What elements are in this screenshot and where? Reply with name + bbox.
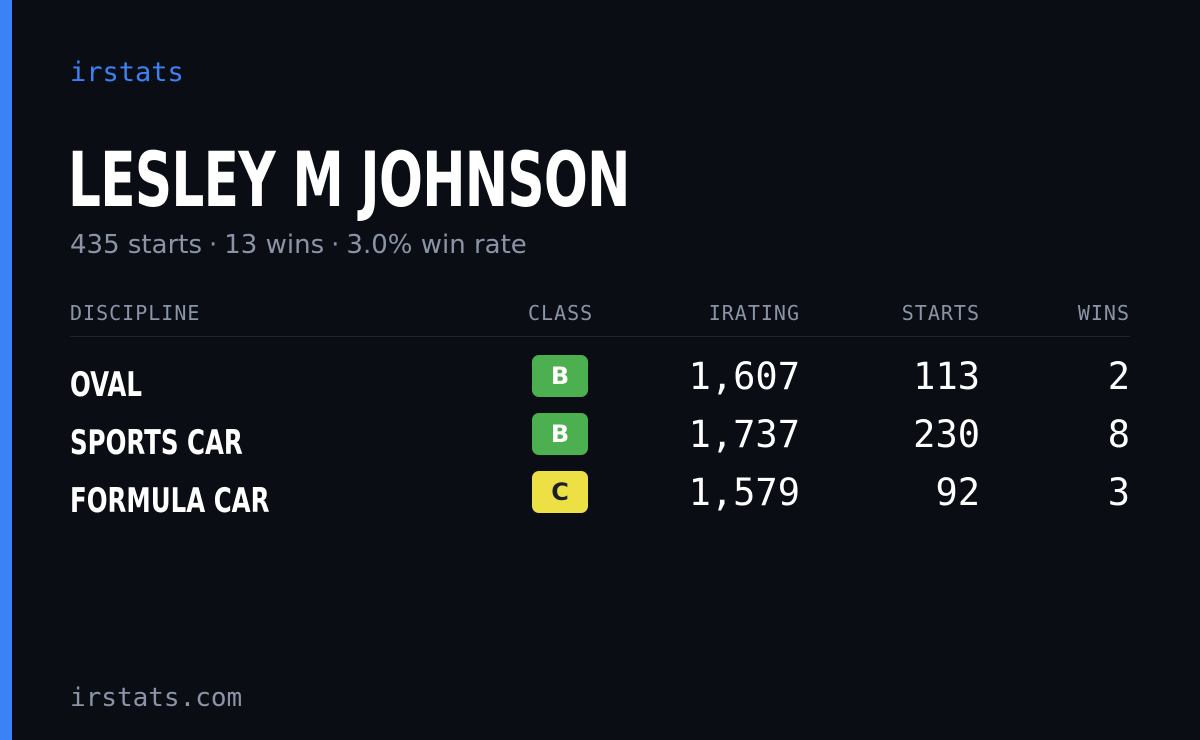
summary-starts: 435 starts [70,230,202,260]
discipline-name: FORMULA CAR [70,481,270,521]
class-badge: B [532,355,588,397]
starts-value: 113 [913,355,980,398]
starts-value: 92 [935,471,980,514]
table-row: SPORTS CAR B 1,737 230 8 [70,411,1130,469]
summary-win-rate: 3.0% win rate [346,230,527,260]
wins-value: 3 [1107,471,1130,514]
class-badge: B [532,413,588,455]
header-discipline: DISCIPLINE [70,301,201,325]
starts-value: 230 [913,413,980,456]
discipline-table: DISCIPLINE CLASS IRATING STARTS WINS OVA… [70,296,1130,527]
wins-value: 2 [1107,355,1130,398]
irating-value: 1,737 [688,413,800,456]
table-header: DISCIPLINE CLASS IRATING STARTS WINS [70,296,1130,337]
accent-bar [0,0,12,740]
wins-value: 8 [1107,413,1130,456]
class-badge: C [532,471,588,513]
footer-url[interactable]: irstats.com [70,683,243,713]
summary-separator: · [331,230,340,260]
table-body: OVAL B 1,607 113 2 SPORTS CAR B 1,737 23… [70,337,1130,527]
header-class: CLASS [528,301,594,325]
discipline-name: SPORTS CAR [70,423,243,463]
summary-wins: 13 wins [224,230,325,260]
summary-separator: · [209,230,218,260]
driver-name: LESLEY M JOHNSON [68,135,630,224]
irating-value: 1,579 [688,471,800,514]
header-starts: STARTS [901,301,980,325]
table-row: FORMULA CAR C 1,579 92 3 [70,469,1130,527]
header-irating: IRATING [708,301,800,325]
header-wins: WINS [1077,301,1130,325]
brand-logo[interactable]: irstats [70,57,184,88]
table-row: OVAL B 1,607 113 2 [70,353,1130,411]
discipline-name: OVAL [70,365,142,405]
irating-value: 1,607 [688,355,800,398]
driver-summary: 435 starts · 13 wins · 3.0% win rate [70,228,527,262]
